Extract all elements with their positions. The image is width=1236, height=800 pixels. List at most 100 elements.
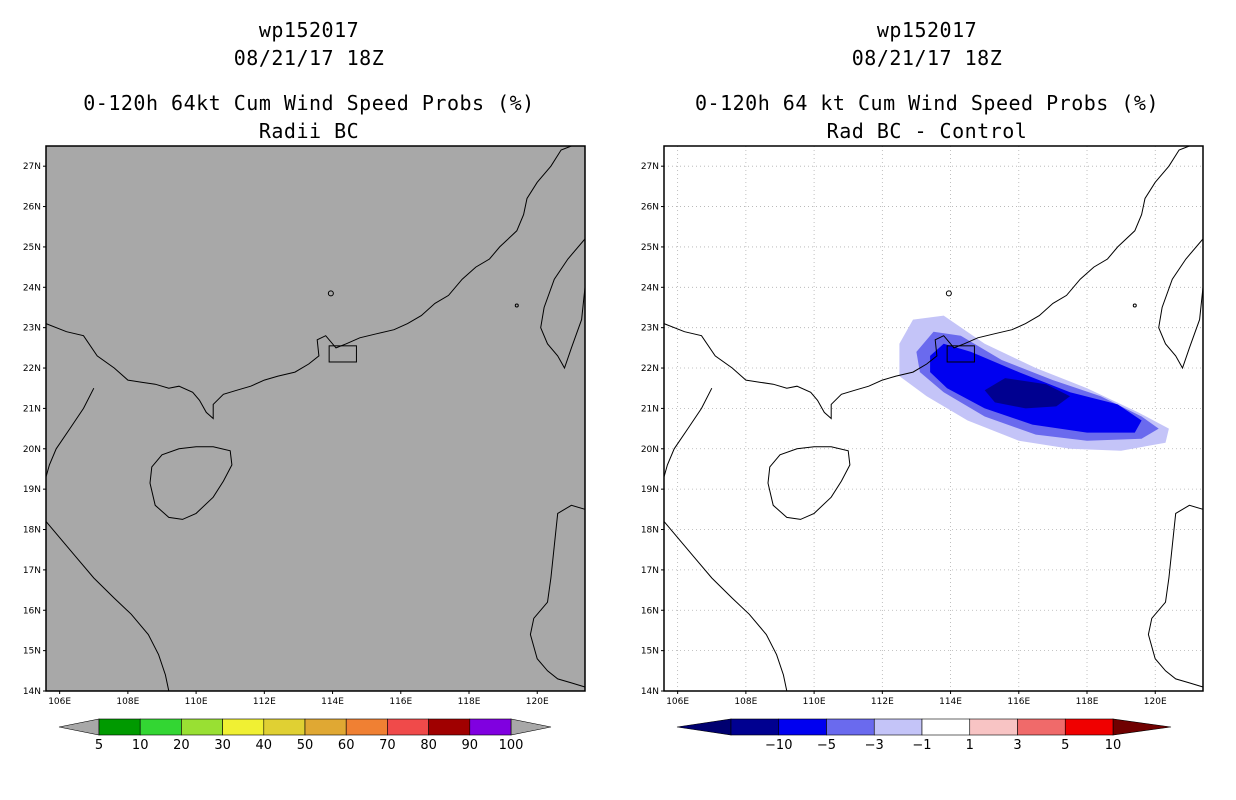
colorbar-label: 60 <box>338 738 355 753</box>
colorbar-swatch <box>222 718 265 736</box>
colorbar-swatch <box>345 718 388 736</box>
lat-label: 20N <box>641 445 659 455</box>
colorbar-label: 10 <box>132 738 149 753</box>
map-frame <box>663 145 1204 692</box>
colorbar-swatch <box>469 718 512 736</box>
lon-label: 120E <box>526 697 549 707</box>
colorbar-swatch <box>304 718 347 736</box>
hainan-island <box>149 446 233 520</box>
lon-label: 110E <box>185 697 208 707</box>
taiwan-island <box>540 237 586 370</box>
panel-radii-bc: wp152017 08/21/17 18Z 0-120h 64kt Cum Wi… <box>23 18 586 753</box>
colorbar-swatch <box>873 718 923 736</box>
colorbar-swatch <box>1017 718 1066 736</box>
lat-label: 22N <box>641 364 659 374</box>
colorbar-end-left <box>58 718 100 736</box>
colorbar-end-left <box>676 718 732 736</box>
panel-rad-bc-control: wp152017 08/21/17 18Z 0-120h 64 kt Cum W… <box>618 0 1236 800</box>
lat-label: 26N <box>23 203 41 213</box>
colorbar-label: 50 <box>297 738 314 753</box>
colorbar-label: 90 <box>462 738 479 753</box>
taiwan-island <box>1158 237 1204 370</box>
lon-label: 106E <box>666 697 689 707</box>
colorbar-swatch <box>263 718 306 736</box>
colorbar-swatch <box>139 718 182 736</box>
storm-id: wp152017 <box>876 18 978 42</box>
lon-label: 106E <box>48 697 71 707</box>
contour-minus-10 <box>984 378 1070 409</box>
lat-label: 19N <box>23 485 41 495</box>
lat-label: 22N <box>23 364 41 374</box>
lon-label: 118E <box>1076 697 1099 707</box>
lon-label: 116E <box>1007 697 1030 707</box>
colorbar-label: 100 <box>499 738 524 753</box>
subtitle: Rad BC - Control <box>826 119 1028 143</box>
small-island <box>327 290 334 297</box>
colorbar-label: 30 <box>214 738 231 753</box>
lat-label: 19N <box>641 485 659 495</box>
colorbar: 5 10 20 30 40 50 60 70 80 90 100 <box>58 718 552 753</box>
lat-label: 24N <box>641 283 659 293</box>
lon-label: 110E <box>803 697 826 707</box>
coastline <box>45 145 572 420</box>
colorbar-swatch <box>921 718 971 736</box>
colorbar-swatch <box>98 718 141 736</box>
colorbar-end-right <box>510 718 552 736</box>
colorbar-swatch <box>387 718 429 736</box>
lat-label: 21N <box>641 404 659 414</box>
lat-label: 18N <box>23 526 41 536</box>
lon-axis: 106E 108E 110E 112E 114E 116E 118E 120E <box>48 691 549 707</box>
map-background <box>46 146 585 691</box>
colorbar-label: 70 <box>379 738 396 753</box>
lat-label: 14N <box>23 687 41 697</box>
lat-label: 15N <box>641 647 659 657</box>
coastline <box>45 521 170 692</box>
storm-id: wp152017 <box>258 18 360 42</box>
map-frame <box>45 145 586 692</box>
lat-label: 23N <box>23 324 41 334</box>
lon-label: 112E <box>871 697 894 707</box>
lat-label: 17N <box>23 566 41 576</box>
datetime: 08/21/17 18Z <box>851 46 1003 70</box>
colorbar-swatch <box>730 718 780 736</box>
colorbar-label: 80 <box>420 738 437 753</box>
lon-label: 112E <box>253 697 276 707</box>
luzon-coast <box>529 504 586 688</box>
coastline <box>663 521 788 692</box>
lon-label: 116E <box>389 697 412 707</box>
lon-axis: 106E 108E 110E 112E 114E 116E 118E 120E <box>666 691 1167 707</box>
colorbar-label: 5 <box>95 738 103 753</box>
colorbar-swatch <box>969 718 1018 736</box>
colorbar-label: −1 <box>912 738 931 753</box>
lat-label: 25N <box>23 243 41 253</box>
lat-label: 16N <box>23 606 41 616</box>
lat-label: 26N <box>641 203 659 213</box>
lat-label: 16N <box>641 606 659 616</box>
coastline <box>45 387 95 478</box>
colorbar-label: −5 <box>817 738 836 753</box>
lat-axis: 27N 26N 25N 24N 23N 22N 21N 20N 19N 18N 17N 16N 15N 1… <box>23 162 46 697</box>
lat-label: 18N <box>641 526 659 536</box>
coastline <box>663 145 1190 420</box>
lat-label: 15N <box>23 647 41 657</box>
product-title: 0-120h 64kt Cum Wind Speed Probs (%) <box>83 91 535 115</box>
luzon-coast <box>1147 504 1204 688</box>
coastline <box>663 387 713 478</box>
lat-label: 25N <box>641 243 659 253</box>
colorbar-label: 40 <box>256 738 273 753</box>
colorbar-swatch <box>778 718 827 736</box>
small-island <box>514 303 519 308</box>
colorbar-label: 20 <box>173 738 190 753</box>
colorbar-swatch <box>1064 718 1114 736</box>
lat-label: 17N <box>641 566 659 576</box>
colorbar-end-right <box>1112 718 1172 736</box>
lon-label: 108E <box>116 697 139 707</box>
colorbar-swatch <box>181 718 223 736</box>
small-island <box>945 290 952 297</box>
lat-label: 27N <box>23 162 41 172</box>
coastlines <box>45 145 586 692</box>
colorbar-label: 5 <box>1061 738 1069 753</box>
colorbar-swatch <box>826 718 875 736</box>
map-rad-bc-control: 27N 26N 25N 24N 23N 22N 21N 20N 19N 18N 17N 16N 15N 1… <box>641 145 1204 753</box>
lat-label: 23N <box>641 324 659 334</box>
